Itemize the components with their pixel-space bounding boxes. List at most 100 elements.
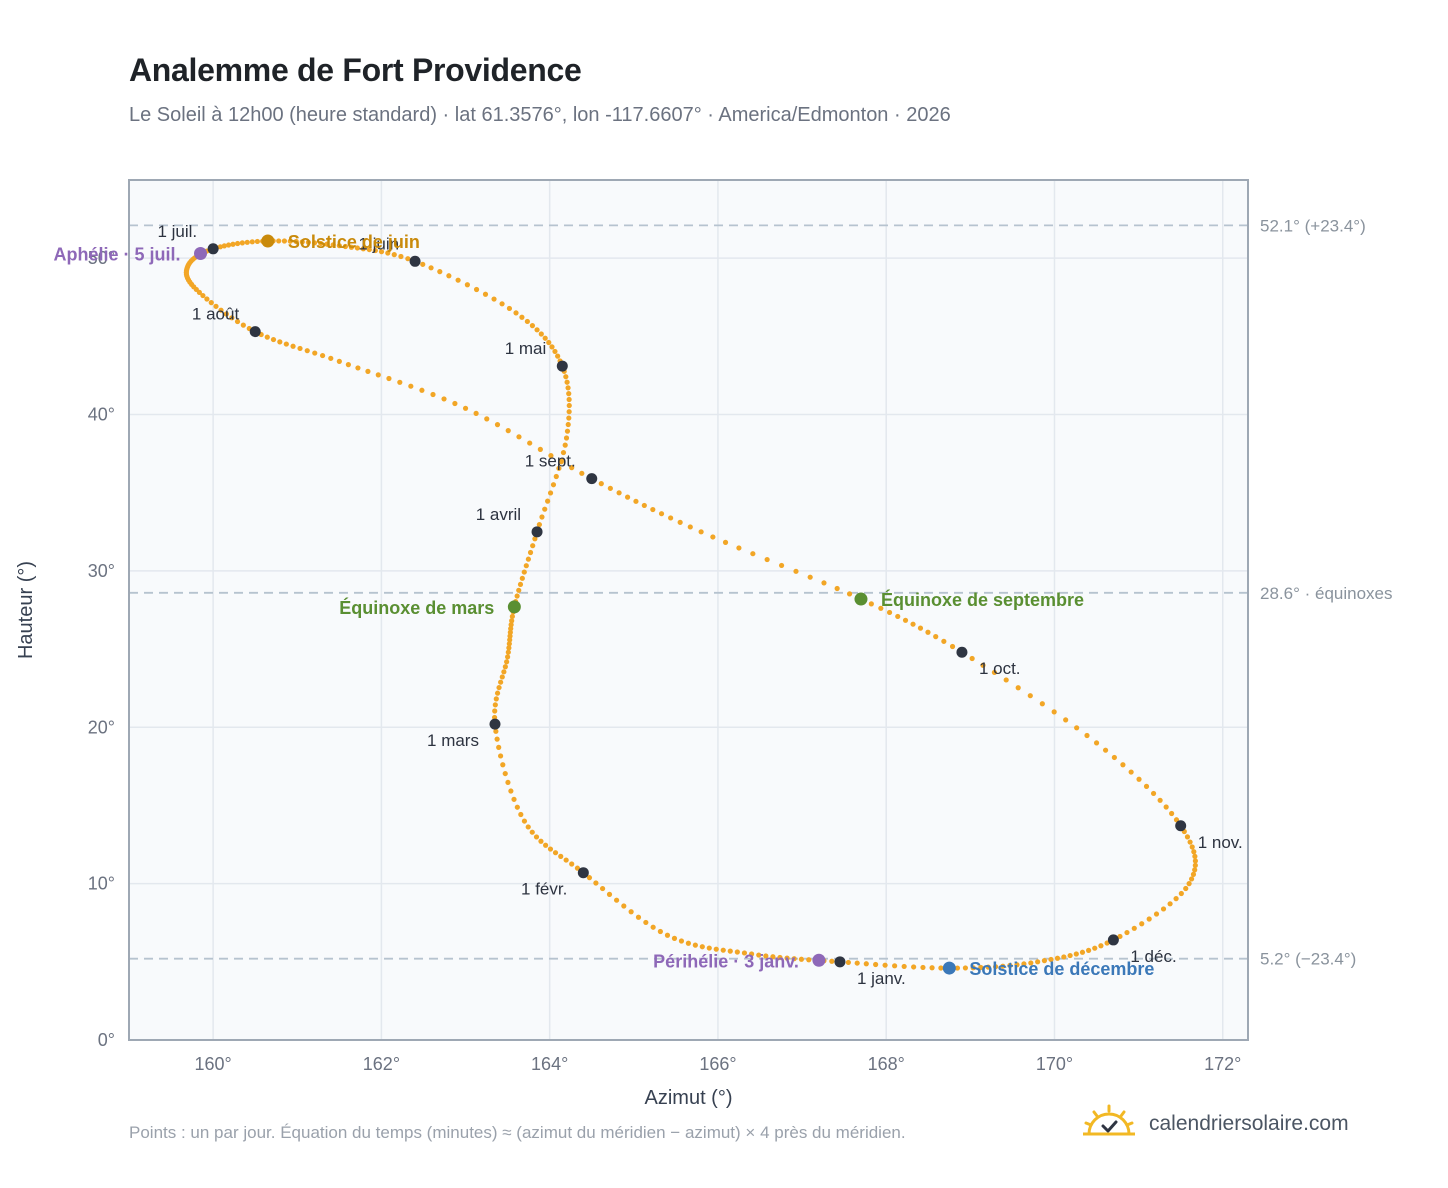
daily-sun-point — [628, 909, 634, 915]
x-tick-label: 162° — [363, 1054, 400, 1074]
month-label: 1 mars — [427, 731, 479, 750]
plot-frame — [128, 179, 1249, 1041]
daily-sun-point — [564, 428, 571, 434]
daily-sun-point — [542, 506, 548, 512]
brand-logo[interactable]: calendriersolaire.com — [1083, 1102, 1349, 1146]
daily-sun-point — [200, 292, 206, 299]
daily-sun-point — [770, 954, 776, 960]
daily-sun-point — [586, 875, 593, 881]
daily-sun-point — [1186, 881, 1192, 887]
daily-sun-point — [777, 954, 783, 961]
daily-sun-point — [234, 318, 241, 325]
plot-area — [129, 180, 1248, 1040]
daily-sun-point — [565, 385, 571, 391]
daily-sun-point — [552, 850, 559, 856]
daily-sun-point — [1160, 906, 1167, 912]
daily-sun-point — [1190, 871, 1197, 877]
daily-sun-point — [497, 753, 504, 759]
daily-sun-point — [1128, 769, 1134, 775]
daily-sun-point — [240, 322, 246, 328]
daily-sun-point — [1098, 943, 1104, 949]
daily-sun-point — [521, 569, 527, 575]
daily-sun-point — [938, 965, 944, 971]
daily-sun-point — [1192, 862, 1198, 868]
daily-sun-point — [895, 613, 901, 620]
daily-sun-point — [319, 352, 326, 359]
daily-sun-point — [845, 959, 851, 966]
daily-sun-point — [650, 924, 656, 930]
daily-sun-point — [225, 242, 232, 248]
daily-sun-point — [494, 736, 500, 742]
daily-sun-point — [529, 323, 536, 329]
daily-sun-point — [821, 580, 827, 586]
daily-sun-point — [664, 932, 671, 938]
daily-sun-point — [560, 449, 567, 456]
daily-sun-point — [635, 914, 642, 920]
daily-sun-point — [548, 453, 554, 459]
daily-sun-point — [1192, 867, 1198, 873]
daily-sun-point — [598, 481, 604, 487]
daily-sun-point — [1051, 709, 1057, 715]
event-point — [942, 961, 956, 975]
daily-sun-point — [514, 804, 520, 810]
month-label: 1 juin — [358, 234, 399, 253]
daily-sun-point — [249, 239, 255, 245]
daily-sun-point — [1000, 963, 1006, 969]
daily-sun-point — [519, 314, 525, 320]
daily-sun-point — [473, 410, 479, 416]
month-label: 1 janv. — [857, 969, 906, 988]
daily-sun-point — [405, 256, 411, 262]
daily-sun-point — [430, 391, 436, 398]
chart-title: Analemme de Fort Providence — [129, 52, 582, 88]
reference-line-label: 28.6° · équinoxes — [1260, 584, 1393, 603]
daily-sun-point — [734, 949, 740, 955]
reference-line-label: 52.1° (+23.4°) — [1260, 216, 1366, 235]
daily-sun-point — [519, 575, 525, 581]
daily-sun-point — [493, 696, 499, 702]
daily-sun-point — [1015, 685, 1021, 691]
daily-sun-point — [1192, 853, 1198, 859]
month-label: 1 nov. — [1198, 833, 1243, 852]
daily-sun-point — [462, 405, 469, 411]
daily-sun-point — [196, 289, 202, 295]
daily-sun-point — [208, 300, 214, 306]
daily-sun-point — [901, 963, 907, 970]
daily-sun-point — [1143, 783, 1150, 789]
daily-sun-point — [1073, 951, 1079, 957]
daily-sun-point — [978, 964, 984, 971]
month-label: 1 juil. — [157, 222, 197, 241]
daily-sun-point — [565, 421, 571, 428]
daily-sun-point — [501, 669, 507, 675]
daily-sun-point — [834, 585, 840, 592]
daily-sun-point — [507, 637, 513, 643]
month-label: 1 févr. — [521, 880, 567, 899]
daily-sun-point — [496, 684, 502, 691]
daily-sun-point — [527, 440, 533, 446]
daily-sun-point — [221, 243, 227, 249]
daily-sun-point — [428, 265, 434, 271]
daily-sun-point — [555, 353, 561, 359]
daily-sun-point — [408, 383, 414, 389]
daily-sun-point — [552, 348, 558, 355]
reference-line-label: 5.2° (−23.4°) — [1260, 950, 1356, 969]
chart-subtitle: Le Soleil à 12h00 (heure standard) · lat… — [129, 104, 951, 126]
daily-sun-point — [569, 465, 575, 471]
x-tick-label: 164° — [531, 1054, 568, 1074]
daily-sun-point — [892, 963, 898, 969]
daily-sun-point — [657, 928, 663, 935]
month-label: 1 août — [192, 305, 240, 324]
daily-sun-point — [606, 891, 613, 897]
event-point — [507, 600, 521, 614]
daily-sun-point — [607, 485, 613, 491]
daily-sun-point — [698, 529, 704, 535]
daily-sun-point — [1039, 701, 1045, 707]
daily-sun-point — [727, 948, 733, 954]
daily-sun-point — [553, 473, 559, 480]
daily-sun-point — [287, 238, 293, 244]
daily-sun-point — [671, 935, 678, 941]
daily-sun-point — [545, 498, 551, 504]
daily-sun-point — [1102, 747, 1109, 753]
daily-sun-point — [1183, 885, 1189, 892]
month-label: 1 déc. — [1130, 947, 1176, 966]
daily-sun-point — [722, 539, 729, 545]
